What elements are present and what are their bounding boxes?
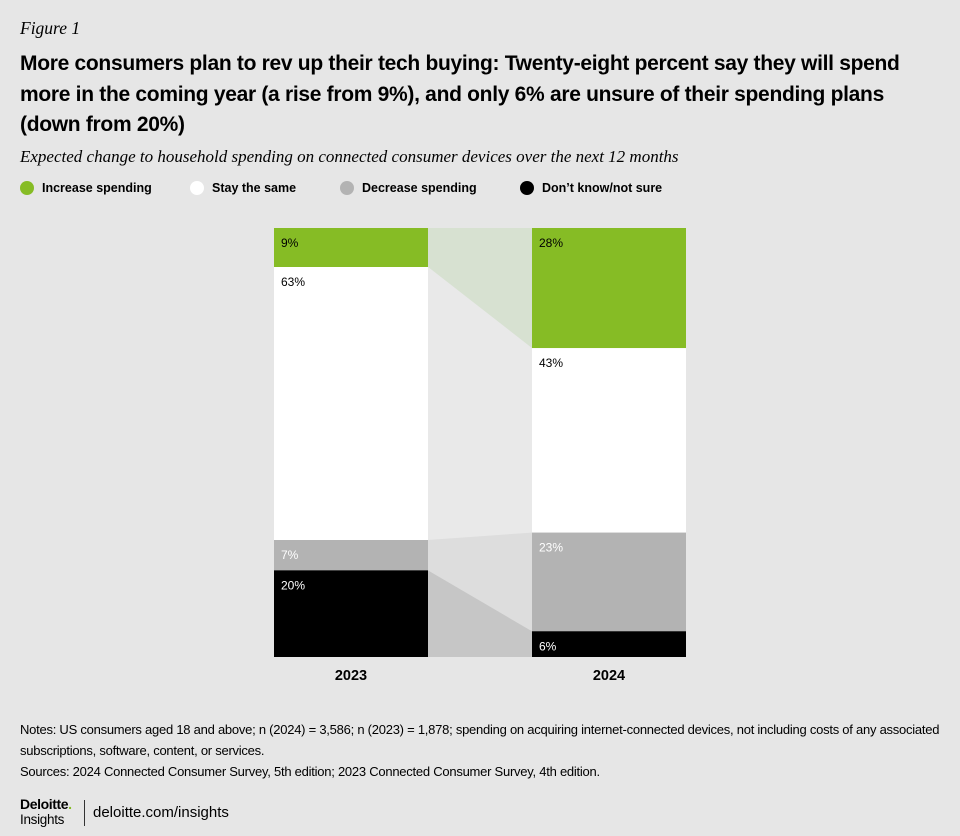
- legend-swatch-increase-spending: [20, 181, 34, 195]
- bar-segment-2023-decrease-spending: [274, 540, 428, 571]
- chart-subtitle: Expected change to household spending on…: [20, 147, 679, 166]
- bar-segment-2023-stay-the-same: [274, 267, 428, 540]
- logo-subbrand: Insights: [20, 812, 65, 827]
- chart-notes: Notes: US consumers aged 18 and above; n…: [20, 722, 940, 758]
- chart-plot: 9% 63% 7% 20% 2023 28% 43% 23% 6% 2024: [274, 228, 686, 684]
- bar-segment-2024-stay-the-same: [532, 348, 686, 533]
- legend-item-dont-know-not-sure: Don’t know/not sure: [520, 180, 662, 196]
- logo-brand: Deloitte.: [20, 797, 80, 812]
- figure-label: Figure 1: [20, 18, 81, 38]
- legend-item-decrease-spending: Decrease spending: [340, 180, 477, 196]
- data-label-2023-increase-spending: 9%: [281, 236, 299, 250]
- deloitte-insights-logo: Deloitte. Insights: [20, 797, 80, 828]
- chart-sources: Sources: 2024 Connected Consumer Survey,…: [20, 764, 600, 779]
- data-label-2023-stay-the-same: 63%: [281, 275, 305, 289]
- legend-swatch-decrease-spending: [340, 181, 354, 195]
- notes-block: Notes: US consumers aged 18 and above; n…: [20, 719, 940, 782]
- legend-label-increase-spending: Increase spending: [42, 181, 152, 195]
- x-tick-label-2023: 2023: [335, 668, 367, 684]
- data-label-2024-decrease-spending: 23%: [539, 541, 563, 555]
- bar-segment-2023-don-t-know-not-sure: [274, 570, 428, 657]
- bar-segment-2024-decrease-spending: [532, 532, 686, 632]
- flow-band-decrease-spending: [428, 532, 532, 632]
- data-label-2024-don-t-know-not-sure: 6%: [539, 639, 557, 653]
- logo-brand-name: Deloitte: [20, 796, 69, 812]
- data-label-2024-increase-spending: 28%: [539, 236, 563, 250]
- bar-segment-2024-don-t-know-not-sure: [532, 631, 686, 657]
- legend-label-stay-the-same: Stay the same: [212, 181, 297, 195]
- legend-swatch-dont-know-not-sure: [520, 181, 534, 195]
- footer-url: deloitte.com/insights: [93, 804, 229, 821]
- footer-divider: [84, 800, 85, 826]
- legend-swatch-stay-the-same: [190, 181, 204, 195]
- legend-label-decrease-spending: Decrease spending: [362, 181, 477, 195]
- chart-legend: Increase spending Stay the same Decrease…: [0, 180, 960, 196]
- bar-segment-2023-increase-spending: [274, 228, 428, 267]
- chart-title: More consumers plan to rev up their tech…: [20, 52, 900, 136]
- bar-segment-2024-increase-spending: [532, 228, 686, 349]
- x-tick-label-2024: 2024: [593, 668, 625, 684]
- flow-band-don-t-know-not-sure: [428, 570, 532, 657]
- data-label-2023-decrease-spending: 7%: [281, 548, 299, 562]
- flow-band-stay-the-same: [428, 267, 532, 540]
- legend-item-increase-spending: Increase spending: [20, 180, 152, 196]
- data-label-2023-don-t-know-not-sure: 20%: [281, 578, 305, 592]
- legend-item-stay-the-same: Stay the same: [190, 180, 296, 196]
- flow-band-increase-spending: [428, 228, 532, 349]
- data-label-2024-stay-the-same: 43%: [539, 356, 563, 370]
- logo-green-dot: .: [68, 796, 72, 812]
- legend-label-dont-know-not-sure: Don’t know/not sure: [542, 181, 663, 195]
